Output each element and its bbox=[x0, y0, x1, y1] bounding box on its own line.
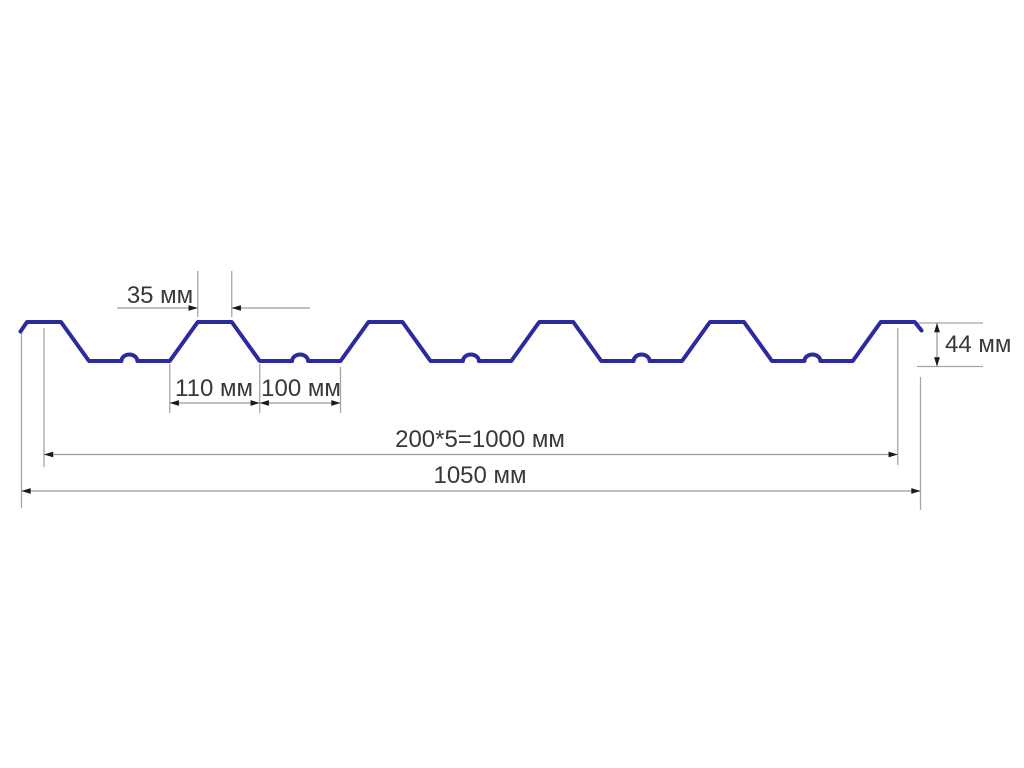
arrow-right bbox=[888, 451, 898, 458]
dim-1050mm: 1050 мм bbox=[20, 331, 922, 510]
dim-35mm: 35 мм bbox=[117, 271, 310, 317]
arrow-left bbox=[21, 488, 31, 494]
arrow-down bbox=[934, 357, 940, 367]
arrow-left bbox=[231, 305, 241, 311]
dim-44mm-label: 44 мм bbox=[945, 331, 1011, 358]
arrow-right bbox=[250, 400, 260, 406]
arrow-left bbox=[44, 451, 54, 458]
arrow-up bbox=[934, 323, 940, 333]
dim-100mm: 100 мм bbox=[259, 367, 342, 413]
dim-110mm: 110 мм bbox=[169, 364, 261, 413]
dim-1050mm-label: 1050 мм bbox=[433, 462, 526, 489]
dim-1000mm: 200*5=1000 мм bbox=[43, 328, 899, 467]
dim-100mm-label: 100 мм bbox=[261, 375, 341, 402]
arrow-right bbox=[188, 305, 198, 311]
sheet-profile-line bbox=[18, 320, 924, 363]
arrow-left bbox=[259, 400, 269, 406]
dim-44mm: 44 мм bbox=[917, 322, 1011, 368]
arrow-left bbox=[169, 400, 179, 406]
dim-35mm-label: 35 мм bbox=[127, 282, 193, 309]
dim-110mm-label: 110 мм bbox=[175, 375, 253, 402]
arrow-right bbox=[911, 488, 921, 494]
dim-1000mm-label: 200*5=1000 мм bbox=[395, 426, 565, 453]
arrow-right bbox=[331, 400, 341, 406]
